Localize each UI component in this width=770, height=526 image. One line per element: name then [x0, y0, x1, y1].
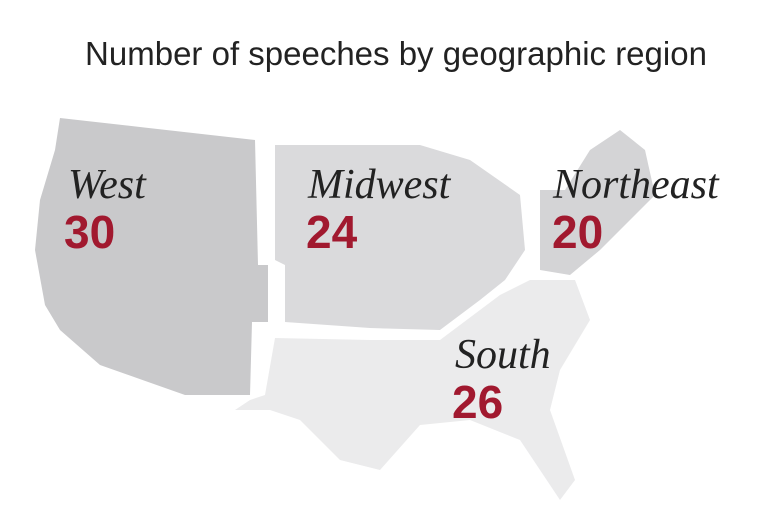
region-value: 20 [552, 206, 603, 258]
region-name: Northeast [552, 162, 720, 208]
region-south [235, 280, 590, 500]
region-value: 24 [306, 206, 358, 258]
region-value: 26 [452, 376, 503, 428]
region-midwest [275, 145, 525, 330]
region-value: 30 [64, 206, 115, 258]
title: Number of speeches by geographic region [85, 35, 707, 72]
region-west [35, 118, 268, 395]
region-name: Midwest [307, 162, 452, 208]
region-name: West [68, 162, 147, 208]
region-northeast [540, 130, 655, 275]
region-name: South [455, 332, 551, 378]
